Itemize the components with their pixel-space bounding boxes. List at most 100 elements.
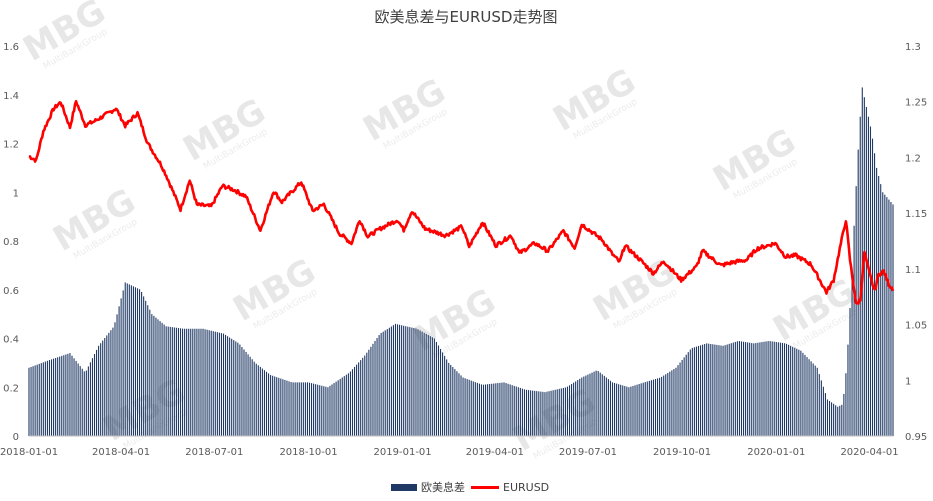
bar [708,343,710,436]
y-axis-left: 0 0.2 0.4 0.6 0.8 1 1.2 1.4 1.6 [3,42,19,443]
bar [597,371,599,436]
bar [200,328,202,436]
bar [763,341,765,436]
bar [765,341,767,436]
bar [677,365,679,436]
x-axis: 2018-01-01 2018-04-01 2018-07-01 2018-10-01… [0,447,899,458]
bar [378,335,380,436]
bar [313,383,315,436]
bar [622,385,624,436]
bar [816,367,818,436]
bar [638,384,640,436]
bar [742,341,745,436]
bar [681,359,683,436]
bar [728,343,730,436]
bar [616,383,618,436]
bar [550,390,552,436]
bar [466,379,468,436]
bar [36,364,38,436]
bar [356,364,358,436]
bar [501,382,503,436]
bar [738,341,740,436]
bar [568,385,571,436]
bar [851,268,853,436]
bar [759,342,761,436]
bar [515,386,517,436]
bar [106,335,108,436]
bar [227,336,229,436]
bar [329,385,331,436]
bar [491,383,493,436]
bar [229,337,231,436]
y-right-tick-label: 1 [905,376,911,387]
x-tick-label: 2018-01-01 [0,447,58,458]
bar [270,375,272,436]
bar [505,383,507,436]
bar [384,330,386,437]
bar [358,362,360,436]
bar [599,372,601,437]
bar [753,343,755,437]
bar [294,382,296,437]
bar [69,353,71,437]
bar [388,327,390,436]
bar [145,300,147,436]
bar [110,330,112,436]
bar [396,324,399,436]
bar [476,382,478,436]
bar [206,329,208,436]
bar [736,341,738,436]
bar [225,334,227,436]
bar [669,371,671,436]
bar [83,371,85,436]
bar [253,361,255,436]
bar [794,347,796,436]
bar [321,385,323,436]
bar [788,344,790,436]
bar [642,382,644,436]
bar [241,347,243,436]
bar [188,328,190,436]
bar [843,393,845,436]
y-left-tick-label: 0.2 [3,383,19,394]
bar [343,376,345,436]
bar [747,342,749,436]
bar [284,379,286,436]
bar [624,386,626,436]
bar [30,366,32,436]
bar [407,326,409,436]
bar [884,194,886,436]
bar [663,375,665,436]
bar [828,400,831,436]
bar [87,366,89,436]
bar [177,328,180,436]
bar [482,384,485,436]
bar [53,358,55,436]
bar [521,388,523,436]
bar [820,380,822,436]
x-tick-label: 2018-04-01 [92,447,150,458]
bar [722,345,724,436]
bar [91,358,94,436]
line-series-eurusd [28,99,895,305]
bar [382,331,384,436]
bar [720,345,722,436]
bar [233,340,235,437]
bar [781,342,783,436]
bar [714,344,716,436]
bar [257,365,259,436]
bar [464,378,466,436]
y-left-tick-label: 1 [13,188,19,199]
bar [618,384,620,436]
bar [769,341,771,436]
bar [468,379,470,436]
bar [667,372,669,436]
bar-series-spread [28,87,894,437]
bar [779,342,781,436]
bar [579,378,581,436]
bar [499,382,501,436]
bar [32,366,34,436]
